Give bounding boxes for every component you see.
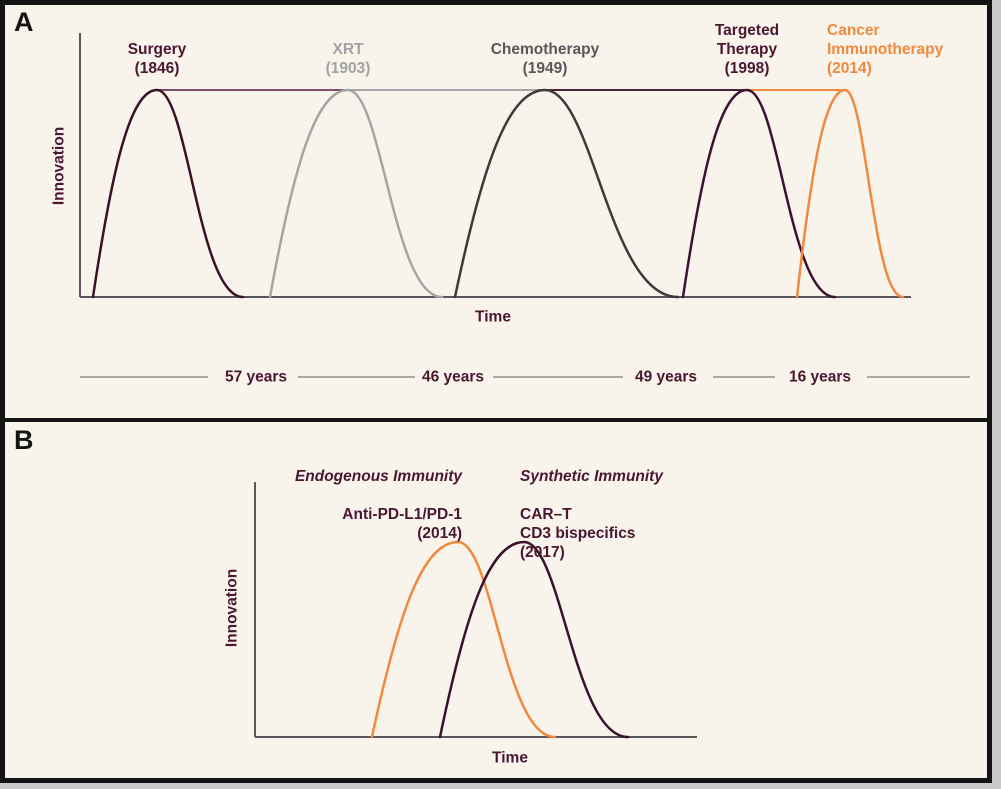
endogenous-immunity-title: Endogenous Immunity <box>294 468 462 485</box>
interval-label-49-years: 49 years <box>634 368 698 386</box>
curve-label-surgery: Surgery (1846) <box>127 41 187 77</box>
interval-label-16-years: 16 years <box>788 368 852 386</box>
interval-label-46-years: 46 years <box>421 368 485 386</box>
panel-divider <box>5 418 987 422</box>
panel-a-y-axis-label: Innovation <box>50 126 68 206</box>
synthetic-immunity-detail: CAR–T CD3 bispecifics (2017) <box>520 506 636 561</box>
curve-label-cancer-immunotherapy: Cancer Immunotherapy (2014) <box>827 22 944 77</box>
endogenous-immunity-label: Endogenous Immunity Anti-PD-L1/PD-1 (201… <box>295 448 462 562</box>
panel-b-x-axis-label: Time <box>492 749 528 767</box>
endogenous-immunity-detail: Anti-PD-L1/PD-1 (2014) <box>342 506 462 542</box>
curve-label-chemotherapy: Chemotherapy (1949) <box>490 41 600 77</box>
curve-label-xrt: XRT (1903) <box>325 41 371 77</box>
interval-label-57-years: 57 years <box>224 368 288 386</box>
panel-b-y-axis-label: Innovation <box>223 568 241 648</box>
synthetic-immunity-title: Synthetic Immunity <box>520 468 663 485</box>
curve-label-targeted-therapy: Targeted Therapy (1998) <box>714 22 780 77</box>
panel-a-letter: A <box>14 7 34 37</box>
panel-b-letter: B <box>14 425 34 455</box>
panel-a-x-axis-label: Time <box>475 308 511 326</box>
synthetic-immunity-label: Synthetic Immunity CAR–T CD3 bispecifics… <box>520 448 663 581</box>
